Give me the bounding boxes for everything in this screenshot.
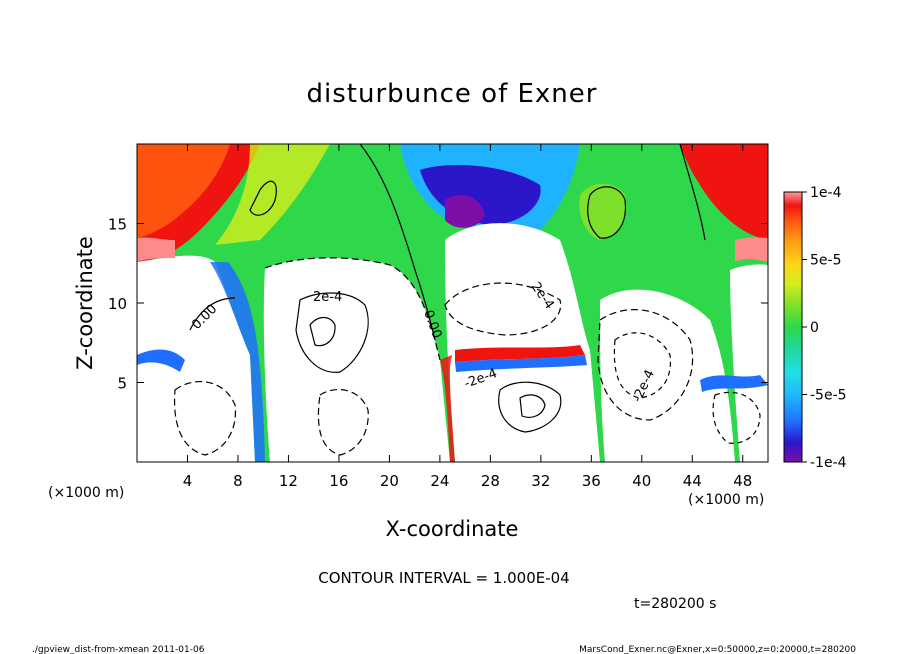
- colorbar-tick-label: 0: [810, 320, 819, 336]
- contour-label: 2e-4: [313, 290, 342, 305]
- x-tick-label: 12: [279, 472, 298, 490]
- colorbar-tick-label: 5e-5: [810, 253, 841, 269]
- footer-right: MarsCond_Exner.nc@Exner,x=0:50000,z=0:20…: [579, 645, 856, 654]
- x-axis: 4 8 12 16 20 24 28 32 36 40 44 48: [183, 144, 752, 490]
- colorbar-tick-label: -1e-4: [810, 455, 847, 471]
- x-tick-label: 24: [430, 472, 449, 490]
- x-tick-label: 40: [632, 472, 651, 490]
- colorbar-tick-label: -5e-5: [810, 388, 847, 404]
- field-image: [137, 144, 768, 462]
- x-tick-label: 36: [582, 472, 601, 490]
- footer-left: ./gpview_dist-from-xmean 2011-01-06: [32, 645, 205, 654]
- chart-title: disturbunce of Exner: [307, 79, 598, 109]
- y-tick-label: 10: [108, 295, 127, 313]
- colorbar-ticks: 1e-4 5e-5 0 -5e-5 -1e-4: [802, 185, 847, 471]
- x-tick-label: 28: [481, 472, 500, 490]
- y-tick-label: 15: [108, 216, 127, 234]
- time-text: t=280200 s: [634, 596, 716, 612]
- x-tick-label: 48: [733, 472, 752, 490]
- y-axis: 5 10 15: [108, 216, 768, 393]
- contour-lines: [173, 144, 761, 456]
- y-axis-title: Z-coordinate: [73, 236, 97, 370]
- colorbar: [783, 191, 803, 463]
- x-tick-label: 20: [380, 472, 399, 490]
- y-tick-label: 5: [117, 375, 127, 393]
- x-tick-label: 44: [683, 472, 702, 490]
- x-axis-title: X-coordinate: [386, 517, 519, 541]
- colorbar-tick-label: 1e-4: [810, 185, 842, 201]
- x-tick-label: 8: [233, 472, 243, 490]
- x-unit-left: (×1000 m): [48, 485, 124, 501]
- x-tick-label: 16: [329, 472, 348, 490]
- x-unit-right: (×1000 m): [688, 492, 764, 508]
- x-tick-label: 32: [531, 472, 550, 490]
- x-tick-label: 4: [183, 472, 193, 490]
- contour-interval-text: CONTOUR INTERVAL = 1.000E-04: [318, 569, 569, 587]
